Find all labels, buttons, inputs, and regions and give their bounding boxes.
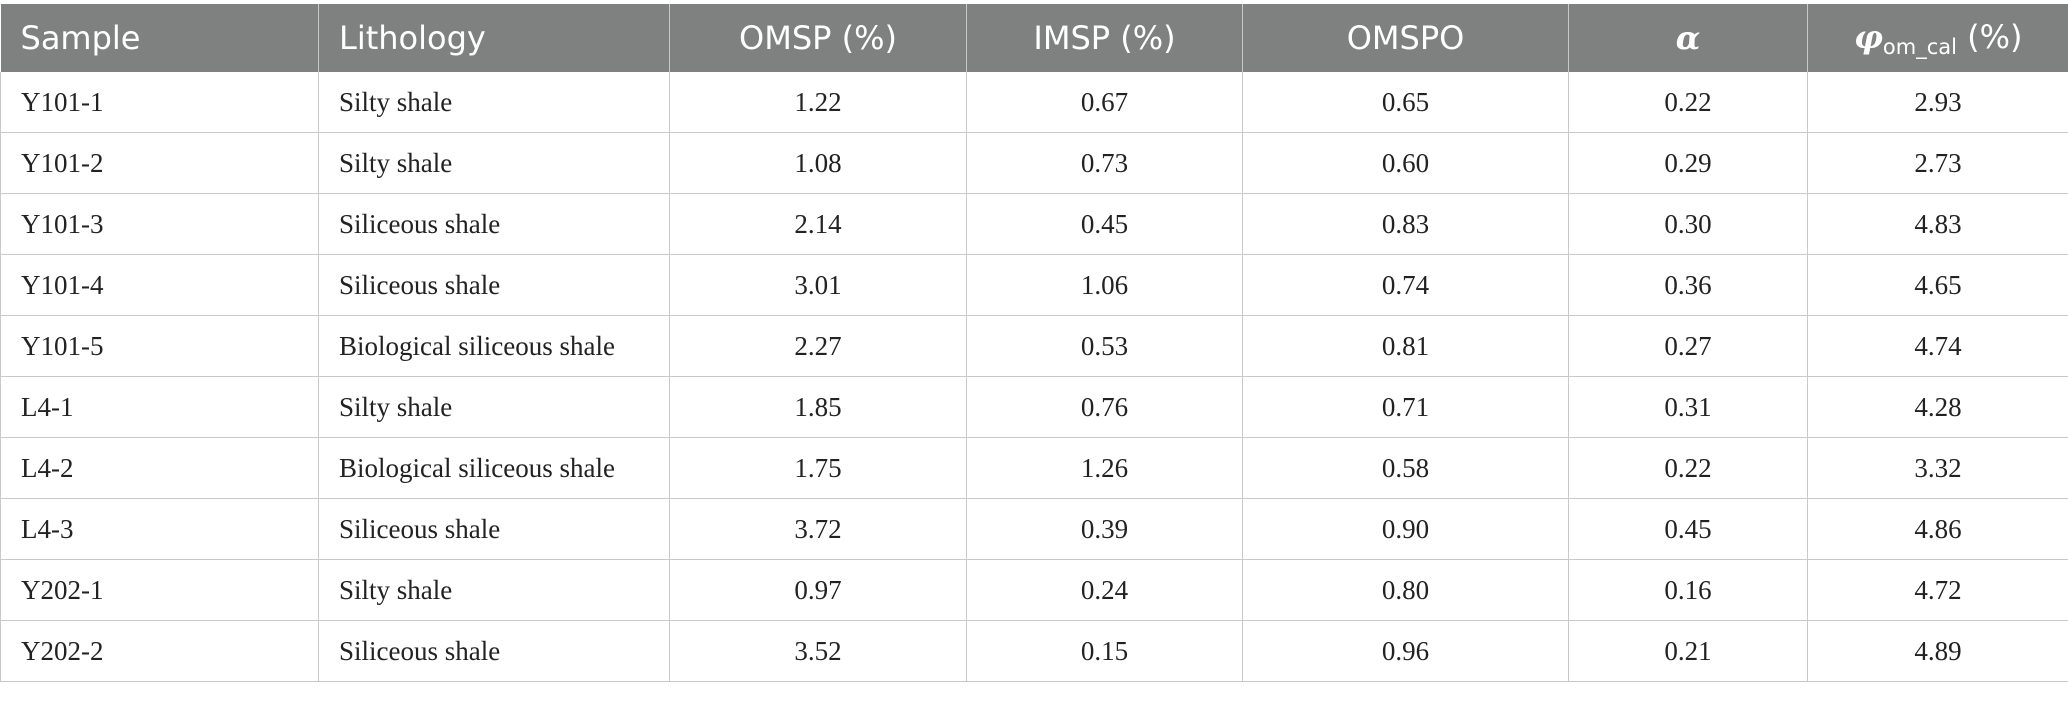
cell-alpha: 0.22 [1568, 437, 1808, 499]
cell-omspo: 0.74 [1242, 254, 1569, 316]
cell-omsp: 3.72 [669, 498, 967, 560]
cell-sample: L4-1 [0, 376, 319, 438]
cell-omspo: 0.60 [1242, 132, 1569, 194]
cell-phi-om-cal: 4.65 [1807, 254, 2068, 316]
cell-lithology: Silty shale [318, 559, 670, 621]
cell-lithology: Siliceous shale [318, 620, 670, 682]
header-omsp: OMSP (%) [669, 4, 967, 72]
cell-omsp: 3.01 [669, 254, 967, 316]
header-alpha: α [1568, 4, 1808, 72]
data-table: Sample Lithology OMSP (%) IMSP (%) OMSPO… [0, 4, 2068, 682]
cell-omspo: 0.90 [1242, 498, 1569, 560]
cell-lithology: Silty shale [318, 132, 670, 194]
cell-lithology: Siliceous shale [318, 498, 670, 560]
cell-sample: Y101-5 [0, 315, 319, 377]
cell-omsp: 2.27 [669, 315, 967, 377]
header-phi-subscript: om_cal [1882, 34, 1957, 59]
cell-imsp: 0.53 [966, 315, 1243, 377]
cell-sample: Y101-2 [0, 132, 319, 194]
cell-lithology: Biological siliceous shale [318, 437, 670, 499]
cell-omspo: 0.96 [1242, 620, 1569, 682]
table-row: Y101-1 Silty shale 1.22 0.67 0.65 0.22 2.93 [0, 72, 2068, 133]
cell-lithology: Siliceous shale [318, 254, 670, 316]
cell-omsp: 1.75 [669, 437, 967, 499]
table-row: Y202-2 Siliceous shale 3.52 0.15 0.96 0.21 4.8… [0, 620, 2068, 682]
cell-lithology: Silty shale [318, 72, 670, 133]
cell-lithology: Silty shale [318, 376, 670, 438]
cell-phi-om-cal: 4.72 [1807, 559, 2068, 621]
cell-omsp: 1.22 [669, 72, 967, 133]
cell-sample: Y101-1 [0, 72, 319, 133]
table-row: Y101-2 Silty shale 1.08 0.73 0.60 0.29 2.73 [0, 132, 2068, 194]
cell-alpha: 0.27 [1568, 315, 1808, 377]
cell-omspo: 0.58 [1242, 437, 1569, 499]
table-row: Y202-1 Silty shale 0.97 0.24 0.80 0.16 4.72 [0, 559, 2068, 621]
cell-phi-om-cal: 4.86 [1807, 498, 2068, 560]
cell-alpha: 0.30 [1568, 193, 1808, 255]
cell-omspo: 0.83 [1242, 193, 1569, 255]
cell-phi-om-cal: 3.32 [1807, 437, 2068, 499]
cell-phi-om-cal: 4.83 [1807, 193, 2068, 255]
cell-omspo: 0.71 [1242, 376, 1569, 438]
cell-lithology: Siliceous shale [318, 193, 670, 255]
cell-omsp: 3.52 [669, 620, 967, 682]
cell-phi-om-cal: 4.89 [1807, 620, 2068, 682]
table-row: Y101-5 Biological siliceous shale 2.27 0.53… [0, 315, 2068, 377]
header-sample: Sample [0, 4, 319, 72]
data-table-container: Sample Lithology OMSP (%) IMSP (%) OMSPO… [0, 4, 2068, 682]
table-body: Y101-1 Silty shale 1.22 0.67 0.65 0.22 2.93 Y10… [0, 72, 2068, 682]
table-row: Y101-3 Siliceous shale 2.14 0.45 0.83 0.30 4.8… [0, 193, 2068, 255]
cell-imsp: 0.24 [966, 559, 1243, 621]
cell-omsp: 1.85 [669, 376, 967, 438]
cell-omspo: 0.81 [1242, 315, 1569, 377]
header-row: Sample Lithology OMSP (%) IMSP (%) OMSPO… [0, 4, 2068, 72]
cell-omspo: 0.80 [1242, 559, 1569, 621]
header-phi-unit: (%) [1956, 17, 2023, 56]
cell-imsp: 0.45 [966, 193, 1243, 255]
header-alpha-symbol: α [1675, 19, 1701, 57]
cell-phi-om-cal: 2.73 [1807, 132, 2068, 194]
cell-lithology: Biological siliceous shale [318, 315, 670, 377]
cell-sample: Y202-2 [0, 620, 319, 682]
cell-imsp: 0.15 [966, 620, 1243, 682]
header-lithology: Lithology [318, 4, 670, 72]
table-header: Sample Lithology OMSP (%) IMSP (%) OMSPO… [0, 4, 2068, 72]
cell-alpha: 0.21 [1568, 620, 1808, 682]
cell-imsp: 0.73 [966, 132, 1243, 194]
table-row: L4-1 Silty shale 1.85 0.76 0.71 0.31 4.28 [0, 376, 2068, 438]
cell-alpha: 0.16 [1568, 559, 1808, 621]
cell-alpha: 0.45 [1568, 498, 1808, 560]
cell-alpha: 0.36 [1568, 254, 1808, 316]
cell-alpha: 0.29 [1568, 132, 1808, 194]
table-row: L4-2 Biological siliceous shale 1.75 1.26 0.… [0, 437, 2068, 499]
cell-omspo: 0.65 [1242, 72, 1569, 133]
cell-sample: Y101-3 [0, 193, 319, 255]
table-row: L4-3 Siliceous shale 3.72 0.39 0.90 0.45 4.86 [0, 498, 2068, 560]
cell-sample: Y202-1 [0, 559, 319, 621]
cell-imsp: 0.39 [966, 498, 1243, 560]
cell-sample: L4-3 [0, 498, 319, 560]
cell-omsp: 2.14 [669, 193, 967, 255]
cell-sample: L4-2 [0, 437, 319, 499]
cell-phi-om-cal: 2.93 [1807, 72, 2068, 133]
header-phi-symbol: φ [1853, 17, 1883, 56]
cell-sample: Y101-4 [0, 254, 319, 316]
cell-imsp: 1.26 [966, 437, 1243, 499]
cell-imsp: 1.06 [966, 254, 1243, 316]
cell-alpha: 0.31 [1568, 376, 1808, 438]
header-imsp: IMSP (%) [966, 4, 1243, 72]
cell-imsp: 0.76 [966, 376, 1243, 438]
cell-phi-om-cal: 4.28 [1807, 376, 2068, 438]
table-row: Y101-4 Siliceous shale 3.01 1.06 0.74 0.36 4.6… [0, 254, 2068, 316]
cell-omsp: 1.08 [669, 132, 967, 194]
cell-alpha: 0.22 [1568, 72, 1808, 133]
header-phi-om-cal: φom_cal (%) [1807, 4, 2068, 72]
header-omspo: OMSPO [1242, 4, 1569, 72]
cell-omsp: 0.97 [669, 559, 967, 621]
cell-phi-om-cal: 4.74 [1807, 315, 2068, 377]
cell-imsp: 0.67 [966, 72, 1243, 133]
